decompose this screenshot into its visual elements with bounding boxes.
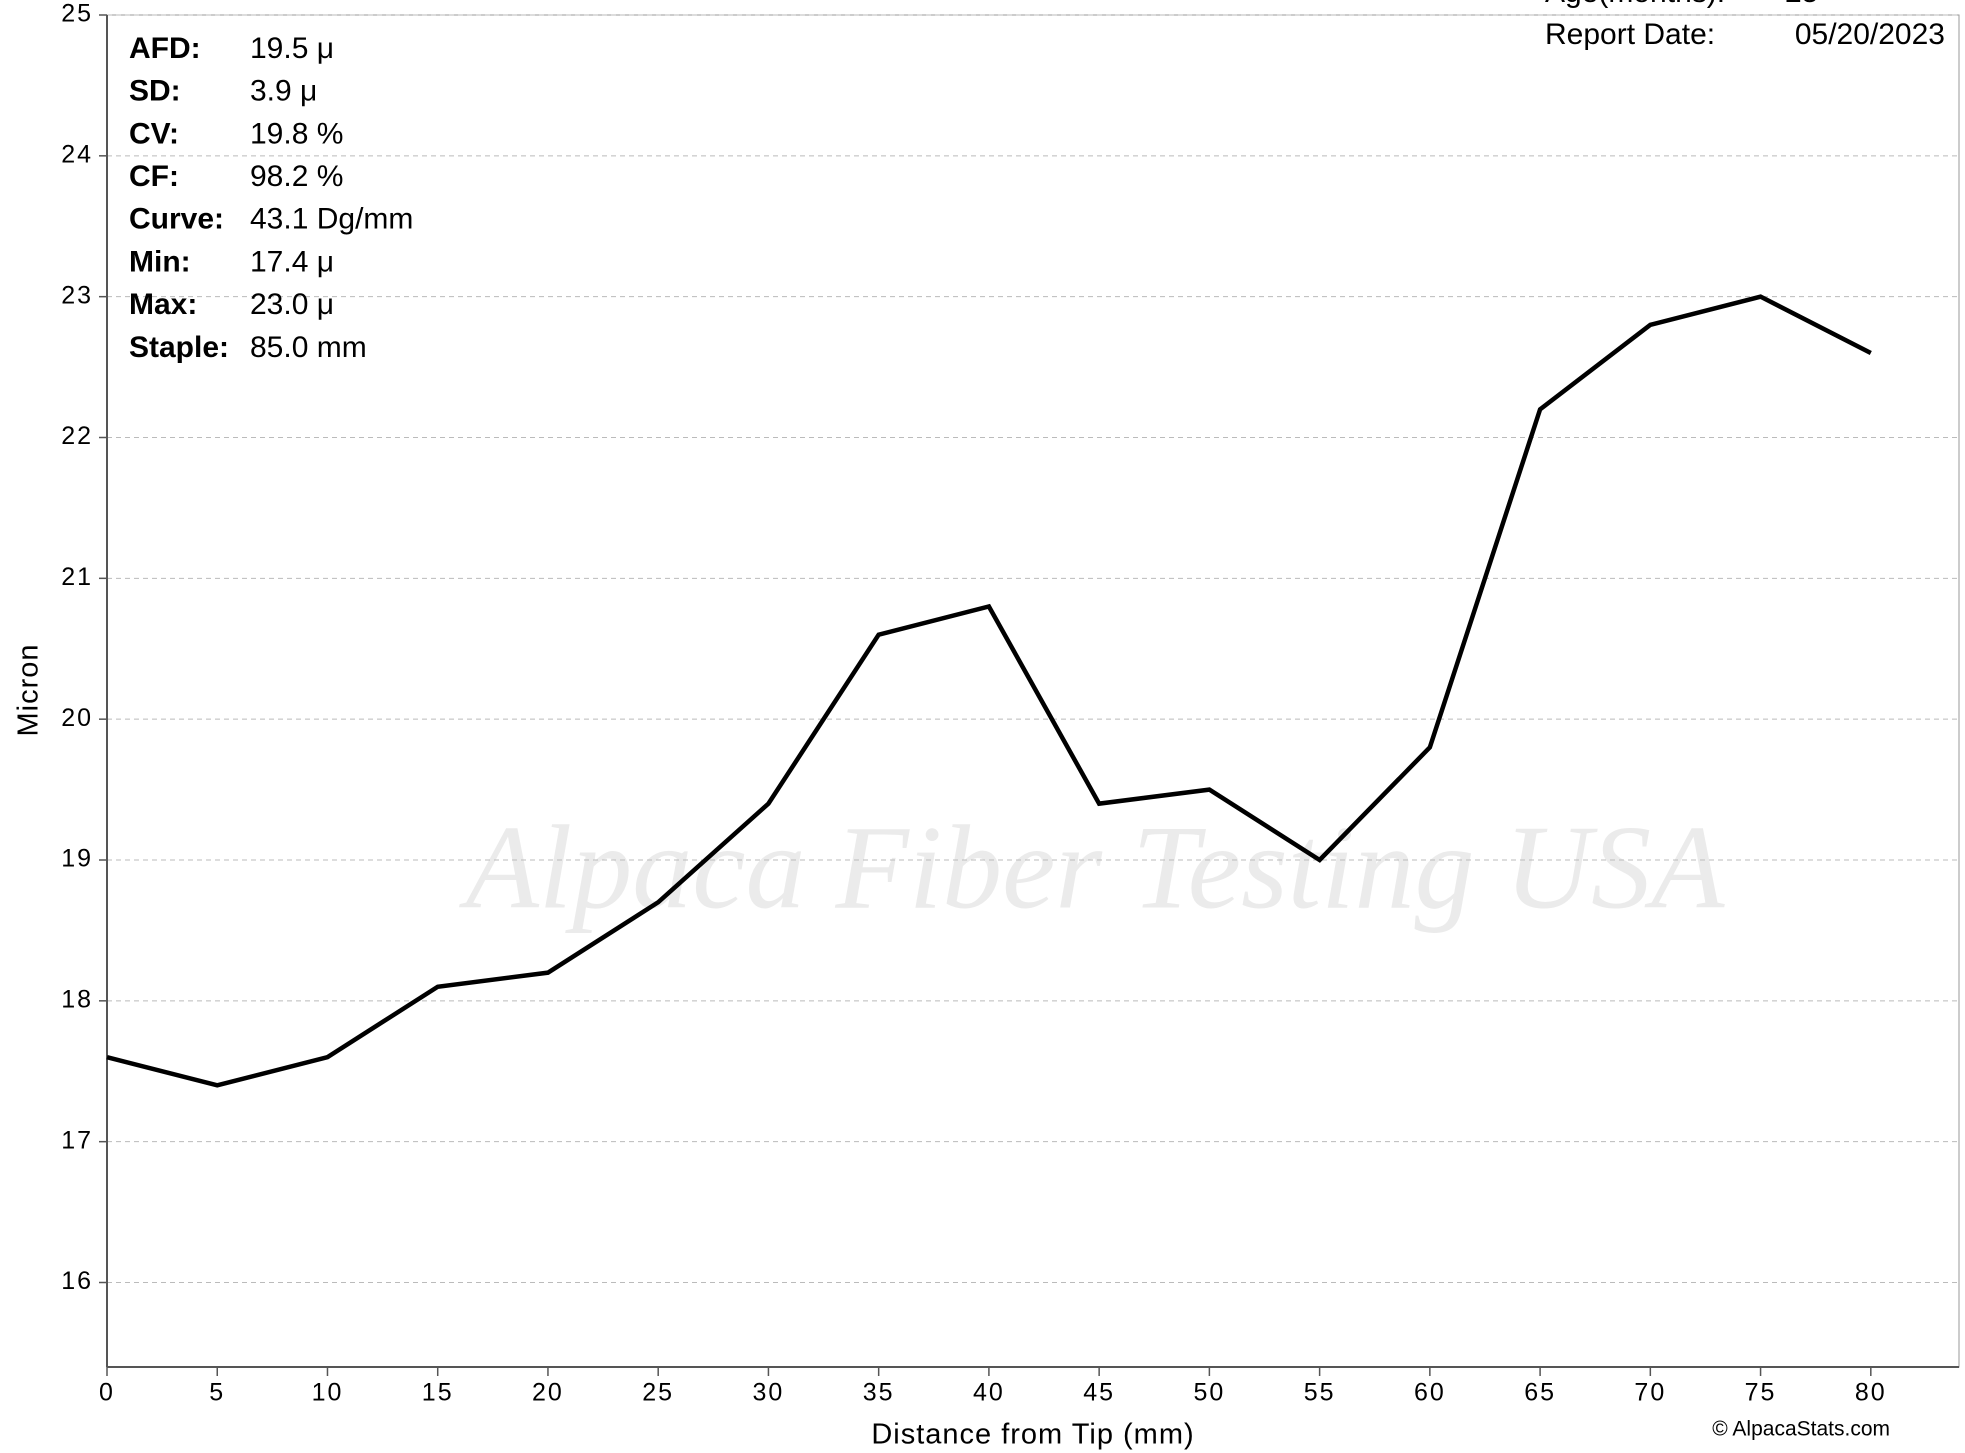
y-tick-label: 18: [61, 985, 93, 1013]
stat-label: CF:: [129, 160, 179, 193]
x-tick-label: 80: [1855, 1379, 1887, 1407]
stat-value: 98.2 %: [250, 160, 343, 193]
y-tick-label: 25: [61, 0, 93, 28]
x-tick-label: 50: [1193, 1379, 1225, 1407]
x-tick-label: 30: [753, 1379, 785, 1407]
y-tick-label: 16: [61, 1267, 93, 1295]
x-tick-label: 70: [1634, 1379, 1666, 1407]
stat-value: 19.8 %: [250, 117, 343, 150]
y-tick-label: 20: [61, 704, 93, 732]
y-tick-label: 17: [61, 1126, 93, 1154]
x-tick-label: 45: [1083, 1379, 1115, 1407]
x-tick-label: 15: [422, 1379, 454, 1407]
stat-value: 23.0 μ: [250, 288, 334, 321]
stat-label: Min:: [129, 245, 191, 278]
info-label: Age(months):: [1545, 0, 1725, 9]
x-tick-label: 20: [532, 1379, 564, 1407]
info-value: 05/20/2023: [1795, 18, 1945, 51]
credit: © AlpacaStats.com: [1712, 1418, 1890, 1441]
x-tick-label: 75: [1745, 1379, 1777, 1407]
x-tick-label: 5: [209, 1379, 225, 1407]
stat-value: 19.5 μ: [250, 32, 334, 65]
y-tick-label: 23: [61, 281, 93, 309]
stat-value: 3.9 μ: [250, 75, 317, 108]
x-tick-label: 65: [1524, 1379, 1556, 1407]
x-tick-label: 60: [1414, 1379, 1446, 1407]
stat-value: 17.4 μ: [250, 245, 334, 278]
y-tick-label: 22: [61, 422, 93, 450]
y-tick-label: 21: [61, 563, 93, 591]
watermark: Alpaca Fiber Testing USA: [459, 801, 1726, 934]
stat-value: 43.1 Dg/mm: [250, 203, 413, 236]
stat-value: 85.0 mm: [250, 331, 367, 364]
stat-label: SD:: [129, 75, 181, 108]
stat-label: Max:: [129, 288, 197, 321]
x-axis-title: Distance from Tip (mm): [871, 1419, 1194, 1451]
stat-label: CV:: [129, 117, 179, 150]
x-tick-label: 35: [863, 1379, 895, 1407]
y-axis-title: Micron: [13, 643, 45, 736]
x-tick-label: 0: [99, 1379, 115, 1407]
y-tick-label: 24: [61, 140, 93, 168]
stat-label: Curve:: [129, 203, 224, 236]
x-tick-label: 10: [312, 1379, 344, 1407]
stat-label: AFD:: [129, 32, 201, 65]
data-line: [106, 294, 1872, 1088]
x-tick-label: 40: [973, 1379, 1005, 1407]
y-tick-label: 19: [61, 845, 93, 873]
info-value: 25: [1785, 0, 1818, 9]
x-tick-label: 55: [1304, 1379, 1336, 1407]
x-tick-label: 25: [642, 1379, 674, 1407]
stat-label: Staple:: [129, 331, 229, 364]
info-label: Report Date:: [1545, 18, 1715, 51]
